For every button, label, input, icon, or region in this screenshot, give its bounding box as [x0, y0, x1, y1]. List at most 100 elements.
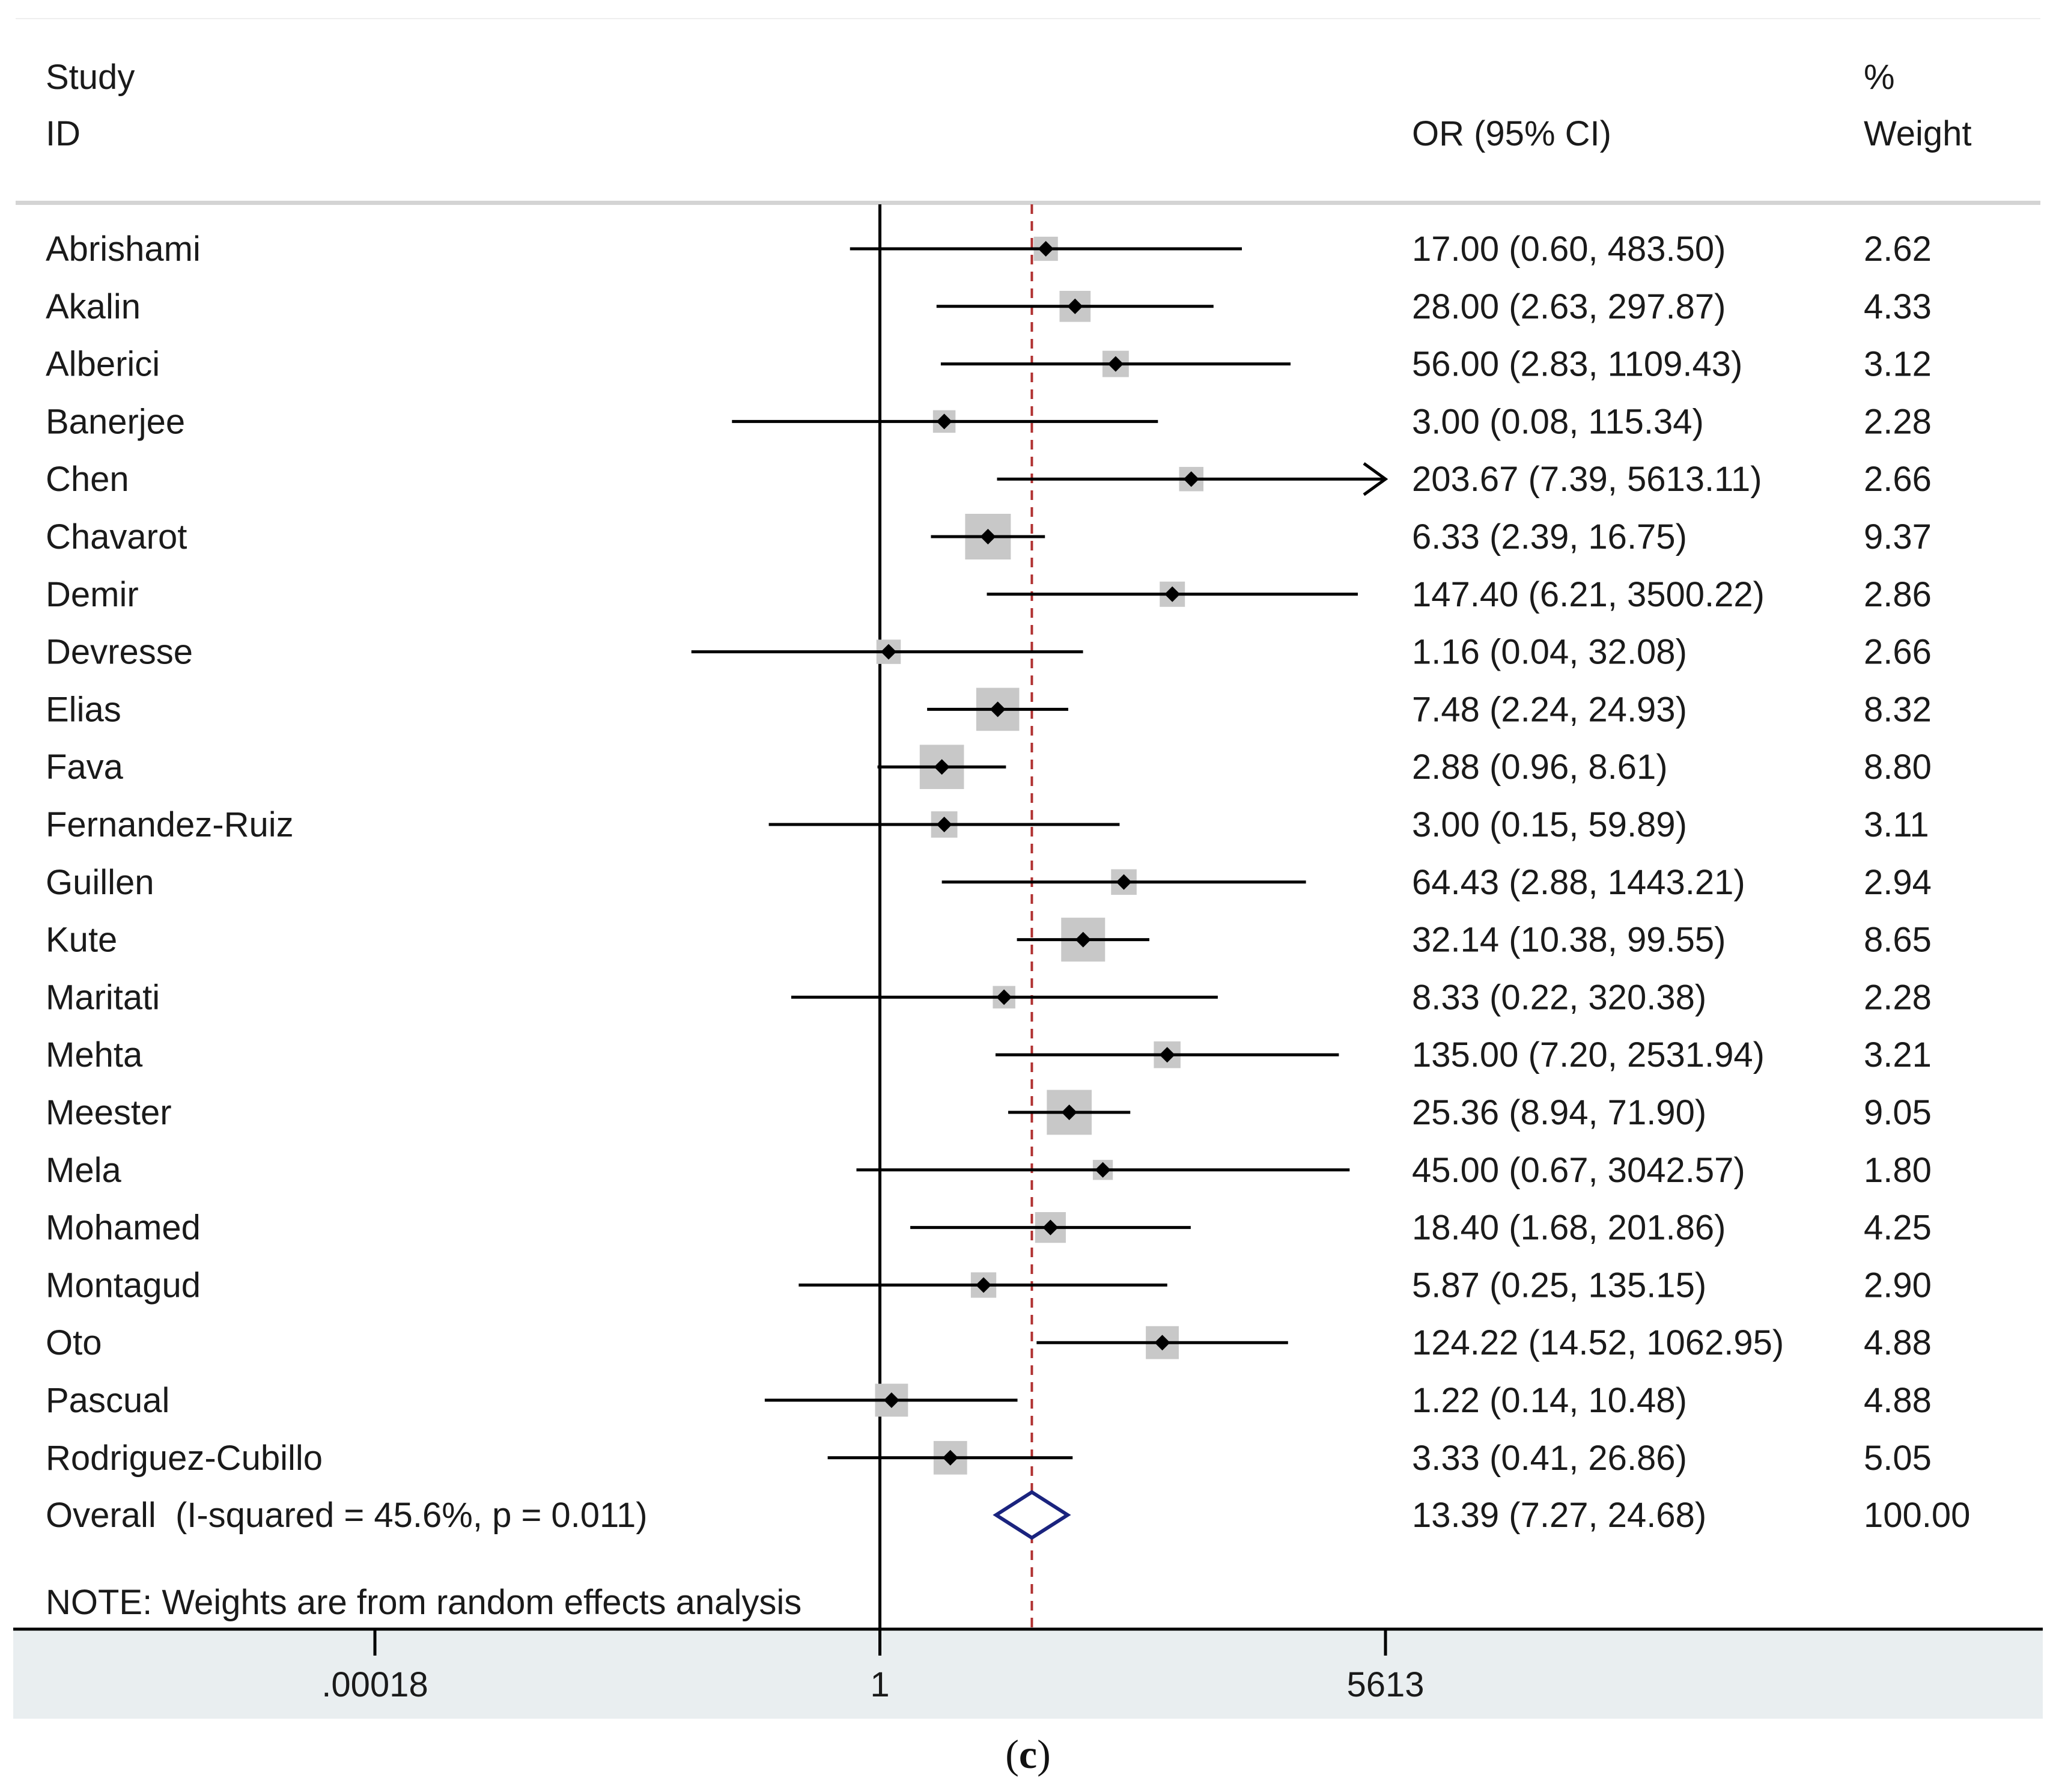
- point-estimate: [1075, 931, 1091, 948]
- study-ci-text: 5.87 (0.25, 135.15): [1412, 1266, 1706, 1305]
- study-row: Oto 124.22 (14.52, 1062.95) 4.88: [46, 1323, 1932, 1362]
- study-ci-text: 3.33 (0.41, 26.86): [1412, 1439, 1687, 1478]
- point-estimate: [996, 989, 1012, 1005]
- study-row: Banerjee 3.00 (0.08, 115.34) 2.28: [46, 402, 1932, 441]
- ci-arrow: [1363, 462, 1388, 496]
- study-weight-text: 9.05: [1864, 1093, 1932, 1132]
- study-name: Mela: [46, 1151, 121, 1190]
- study-weight-text: 2.28: [1864, 402, 1932, 441]
- point-estimate: [936, 817, 952, 832]
- study-weight-text: 1.80: [1864, 1151, 1932, 1190]
- study-row: Elias 7.48 (2.24, 24.93) 8.32: [46, 687, 1932, 731]
- study-name: Maritati: [46, 978, 160, 1017]
- study-ci-text: 32.14 (10.38, 99.55): [1412, 921, 1726, 960]
- caption-letter: c: [1018, 1731, 1038, 1777]
- study-ci-text: 1.16 (0.04, 32.08): [1412, 633, 1687, 672]
- study-ci-text: 124.22 (14.52, 1062.95): [1412, 1323, 1784, 1362]
- point-estimate: [1067, 298, 1083, 314]
- x-tick-label: 1: [870, 1665, 889, 1704]
- point-estimate: [976, 1277, 992, 1293]
- study-name: Abrishami: [46, 230, 201, 269]
- study-ci-text: 203.67 (7.39, 5613.11): [1412, 460, 1762, 499]
- study-name: Montagud: [46, 1266, 201, 1305]
- point-estimate: [1183, 471, 1199, 487]
- study-name: Akalin: [46, 287, 141, 326]
- study-ci-text: 3.00 (0.15, 59.89): [1412, 805, 1687, 844]
- study-ci-text: 45.00 (0.67, 3042.57): [1412, 1151, 1745, 1190]
- study-ci-text: 18.40 (1.68, 201.86): [1412, 1208, 1726, 1248]
- point-estimate: [1154, 1335, 1170, 1351]
- study-row: Demir 147.40 (6.21, 3500.22) 2.86: [46, 575, 1932, 614]
- study-name: Guillen: [46, 863, 154, 902]
- header-study: Study: [46, 58, 135, 97]
- x-tick-label: .00018: [321, 1665, 428, 1704]
- point-estimate: [1164, 586, 1181, 602]
- study-ci-text: 28.00 (2.63, 297.87): [1412, 287, 1726, 326]
- header-separator: [16, 201, 2040, 205]
- point-estimate: [934, 759, 950, 775]
- study-row: Pascual 1.22 (0.14, 10.48) 4.88: [46, 1381, 1932, 1420]
- study-name: Meester: [46, 1093, 172, 1132]
- study-row: Kute 32.14 (10.38, 99.55) 8.65: [46, 918, 1932, 962]
- study-row: Akalin 28.00 (2.63, 297.87) 4.33: [46, 287, 1932, 326]
- study-row: Devresse 1.16 (0.04, 32.08) 2.66: [46, 633, 1932, 672]
- x-tick-label: 5613: [1346, 1665, 1424, 1704]
- overall-weight-text: 100.00: [1864, 1496, 1970, 1535]
- point-estimate: [1042, 1219, 1059, 1236]
- point-estimate: [980, 529, 996, 544]
- point-estimate: [1116, 874, 1132, 890]
- overall-ci-text: 13.39 (7.27, 24.68): [1412, 1496, 1706, 1535]
- study-row: Mehta 135.00 (7.20, 2531.94) 3.21: [46, 1035, 1932, 1074]
- study-weight-text: 8.65: [1864, 921, 1932, 960]
- study-row: Alberici 56.00 (2.83, 1109.43) 3.12: [46, 345, 1932, 384]
- point-estimate: [883, 1392, 899, 1408]
- point-estimate: [880, 644, 896, 660]
- study-ci-text: 7.48 (2.24, 24.93): [1412, 690, 1687, 729]
- study-ci-text: 147.40 (6.21, 3500.22): [1412, 575, 1765, 614]
- study-name: Oto: [46, 1323, 102, 1362]
- study-ci-text: 8.33 (0.22, 320.38): [1412, 978, 1706, 1017]
- study-weight-text: 2.94: [1864, 863, 1932, 902]
- header-weight: Weight: [1864, 114, 1971, 153]
- study-weight-text: 2.86: [1864, 575, 1932, 614]
- study-ci-text: 3.00 (0.08, 115.34): [1412, 402, 1704, 441]
- frame-top-rule: [16, 18, 2040, 19]
- study-name: Pascual: [46, 1381, 169, 1420]
- point-estimate: [936, 413, 952, 430]
- header-percent: %: [1864, 58, 1895, 97]
- study-name: Elias: [46, 690, 121, 729]
- study-row: Chen 203.67 (7.39, 5613.11) 2.66: [46, 460, 1932, 499]
- overall-label: Overall (I-squared = 45.6%, p = 0.011): [46, 1496, 648, 1535]
- axis-band: [13, 1629, 2043, 1719]
- study-weight-text: 3.12: [1864, 345, 1932, 384]
- study-weight-text: 2.62: [1864, 230, 1932, 269]
- study-name: Rodriguez-Cubillo: [46, 1439, 323, 1478]
- weights-note: NOTE: Weights are from random effects an…: [46, 1583, 801, 1622]
- caption-open: (: [1005, 1731, 1019, 1777]
- point-estimate: [1107, 356, 1124, 372]
- study-weight-text: 5.05: [1864, 1439, 1932, 1478]
- study-weight-text: 4.88: [1864, 1381, 1932, 1420]
- study-name: Chen: [46, 460, 129, 499]
- point-estimate: [942, 1449, 958, 1466]
- study-row: Montagud 5.87 (0.25, 135.15) 2.90: [46, 1266, 1932, 1305]
- study-ci-text: 6.33 (2.39, 16.75): [1412, 517, 1687, 556]
- study-name: Banerjee: [46, 402, 185, 441]
- study-name: Mehta: [46, 1035, 143, 1074]
- study-ci-text: 25.36 (8.94, 71.90): [1412, 1093, 1706, 1132]
- study-name: Kute: [46, 921, 117, 960]
- study-ci-text: 56.00 (2.83, 1109.43): [1412, 345, 1742, 384]
- study-row: Mohamed 18.40 (1.68, 201.86) 4.25: [46, 1208, 1932, 1248]
- study-ci-text: 17.00 (0.60, 483.50): [1412, 230, 1726, 269]
- point-estimate: [1095, 1162, 1111, 1178]
- point-estimate: [1159, 1047, 1175, 1063]
- point-estimate: [1038, 241, 1054, 257]
- study-ci-text: 2.88 (0.96, 8.61): [1412, 748, 1668, 787]
- study-name: Devresse: [46, 633, 193, 672]
- header-id: ID: [46, 114, 81, 153]
- study-row: Mela 45.00 (0.67, 3042.57) 1.80: [46, 1151, 1932, 1190]
- study-weight-text: 2.66: [1864, 633, 1932, 672]
- study-weight-text: 2.90: [1864, 1266, 1932, 1305]
- study-row: Fava 2.88 (0.96, 8.61) 8.80: [46, 745, 1932, 790]
- point-estimate: [1061, 1105, 1077, 1120]
